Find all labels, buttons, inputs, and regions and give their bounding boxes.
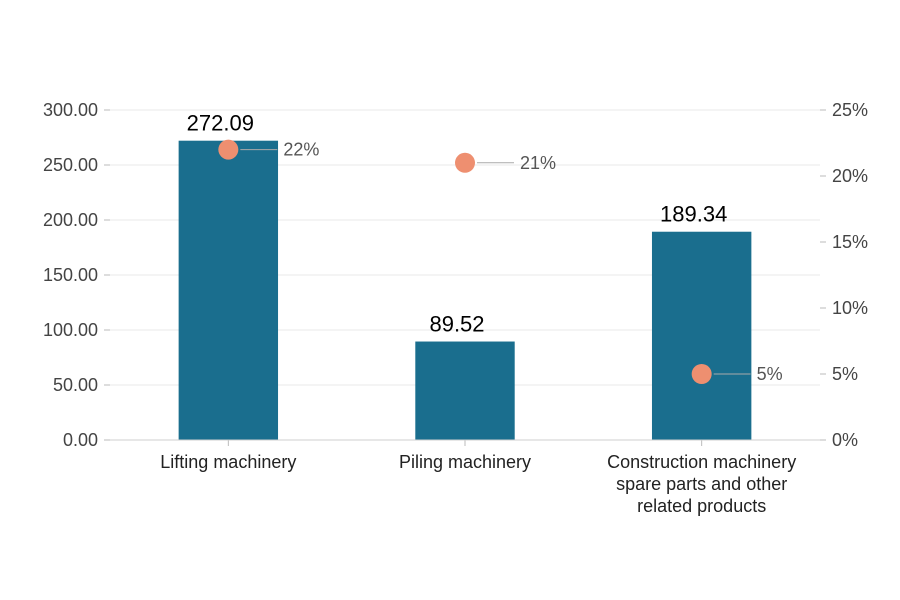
category-label: Piling machinery — [399, 452, 531, 472]
right-axis-label: 25% — [832, 100, 868, 120]
chart-container: 0.00 50.00 100.00 150.00 200.00 250.00 300.00 0… — [0, 0, 900, 600]
left-axis-label: 250.00 — [43, 155, 98, 175]
bar — [179, 141, 278, 440]
bar-value-label: 189.34 — [660, 202, 727, 227]
pct-marker — [218, 140, 238, 160]
pct-marker — [455, 153, 475, 173]
pct-label: 5% — [757, 364, 783, 384]
bar-marker-chart: 0.00 50.00 100.00 150.00 200.00 250.00 300.00 0… — [0, 0, 900, 600]
right-axis-label: 5% — [832, 364, 858, 384]
bar-value-label: 272.09 — [187, 111, 254, 136]
left-axis-label: 150.00 — [43, 265, 98, 285]
bar — [652, 232, 751, 440]
right-axis-label: 20% — [832, 166, 868, 186]
category-label: Construction machineryspare parts and ot… — [607, 452, 796, 516]
pct-label: 21% — [520, 153, 556, 173]
bar-value-label: 89.52 — [429, 312, 484, 337]
left-axis-label: 50.00 — [53, 375, 98, 395]
right-axis-label: 10% — [832, 298, 868, 318]
left-axis-label: 100.00 — [43, 320, 98, 340]
left-axis-label: 0.00 — [63, 430, 98, 450]
category-label: Lifting machinery — [160, 452, 296, 472]
pct-marker — [692, 364, 712, 384]
right-axis-label: 0% — [832, 430, 858, 450]
left-axis-label: 300.00 — [43, 100, 98, 120]
left-axis-label: 200.00 — [43, 210, 98, 230]
bar — [415, 342, 514, 440]
right-axis-label: 15% — [832, 232, 868, 252]
pct-label: 22% — [283, 140, 319, 160]
